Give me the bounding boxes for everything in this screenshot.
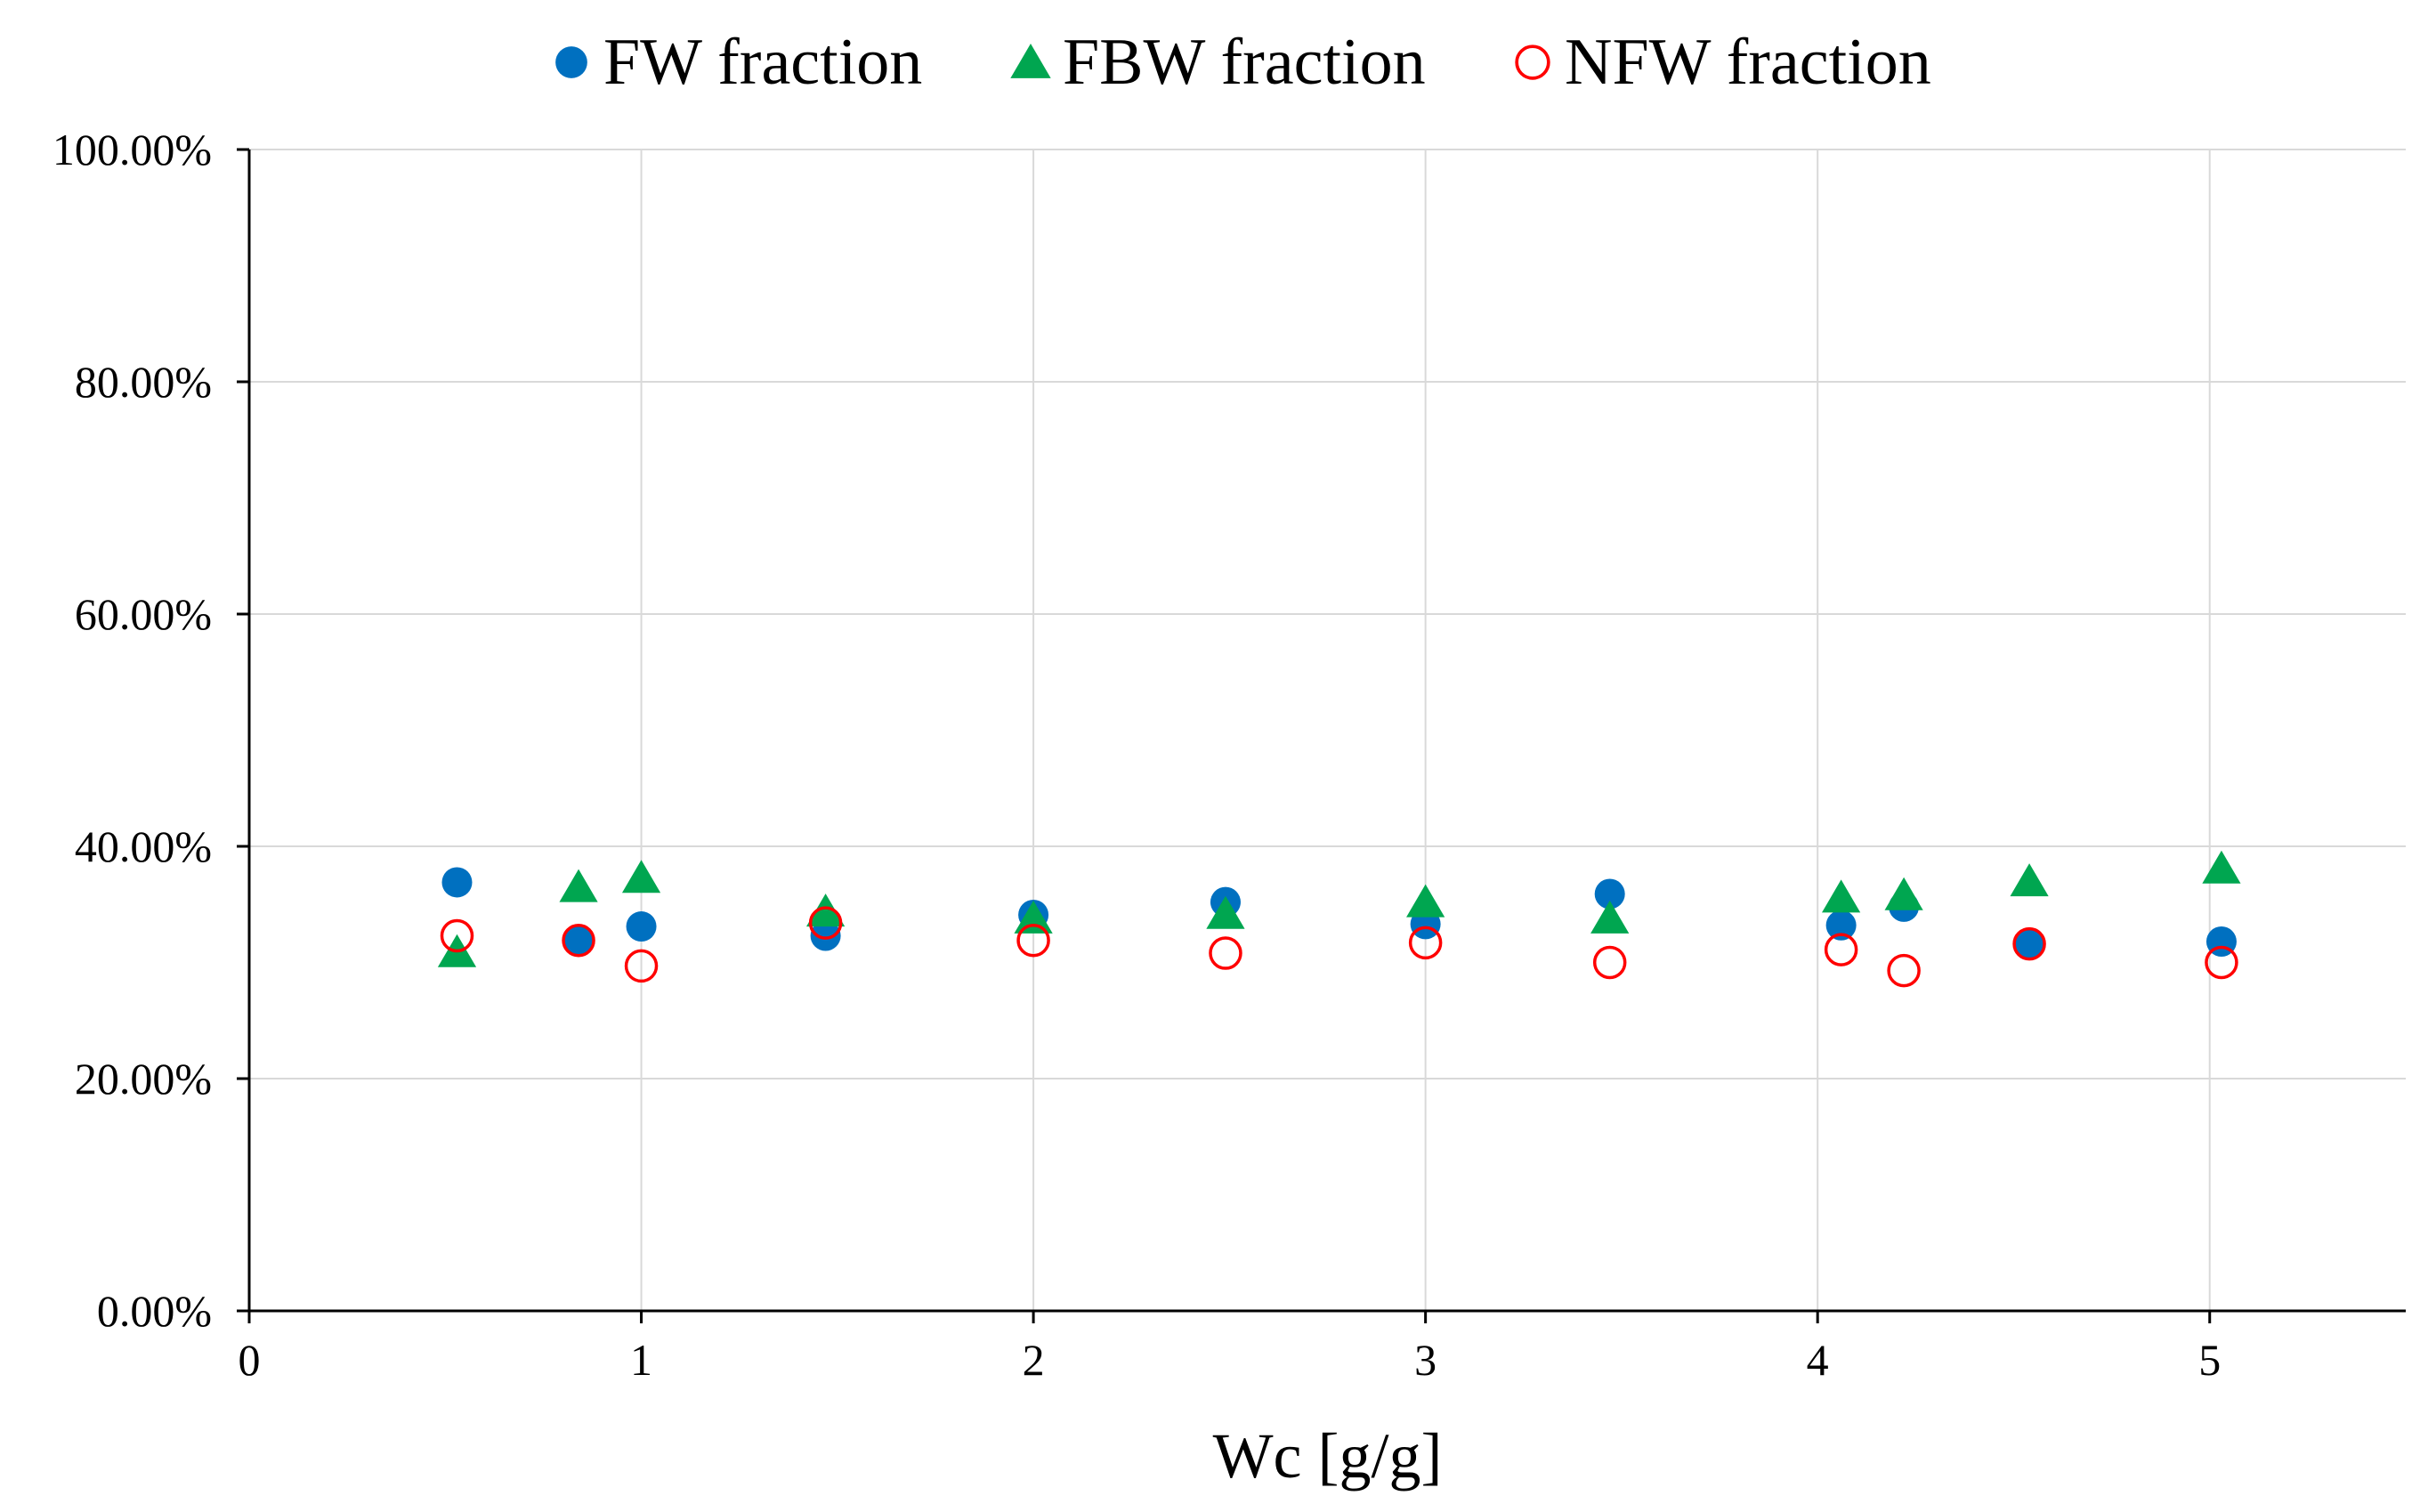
data-point bbox=[808, 906, 843, 940]
data-point bbox=[1406, 884, 1445, 918]
legend: FW fraction FBW fraction NFW fraction bbox=[555, 26, 1931, 99]
y-tick-label: 40.00% bbox=[75, 821, 212, 871]
gridlines bbox=[249, 149, 2406, 1311]
data-point bbox=[441, 867, 473, 898]
data-point bbox=[1408, 926, 1443, 960]
data-point bbox=[1590, 900, 1630, 934]
data-point bbox=[1825, 910, 1857, 941]
series-fw-fraction bbox=[441, 867, 2237, 960]
data-point bbox=[559, 869, 598, 902]
x-tick-label: 5 bbox=[2198, 1335, 2221, 1385]
series-fbw-fraction bbox=[437, 850, 2241, 967]
axes: 0.00% 20.00% 40.00% 60.00% 80.00% 100.00% 0 1 2 3… bbox=[53, 125, 2406, 1385]
data-point bbox=[1206, 895, 1245, 929]
data-point bbox=[624, 949, 659, 983]
y-tick-label: 0.00% bbox=[97, 1286, 212, 1336]
data-point bbox=[1592, 945, 1627, 980]
data-point bbox=[1209, 936, 1242, 970]
x-tick-label: 1 bbox=[630, 1335, 652, 1385]
data-point bbox=[1822, 879, 1861, 913]
y-tick-label: 100.00% bbox=[53, 125, 212, 174]
legend-marker bbox=[555, 46, 587, 78]
series-nfw-fraction bbox=[440, 906, 2238, 988]
data-point bbox=[1014, 900, 1053, 934]
data-point bbox=[2205, 945, 2238, 980]
data-point bbox=[2014, 929, 2045, 960]
y-tick-label: 20.00% bbox=[75, 1054, 212, 1104]
data-point bbox=[563, 926, 595, 958]
legend-label: NFW fraction bbox=[1565, 26, 1931, 99]
x-tick-label: 0 bbox=[239, 1335, 261, 1385]
data-point bbox=[626, 911, 657, 942]
legend-label: FW fraction bbox=[603, 26, 922, 99]
legend-label: FBW fraction bbox=[1063, 26, 1426, 99]
data-point bbox=[2202, 850, 2241, 884]
data-series bbox=[437, 850, 2241, 988]
data-point bbox=[1887, 953, 1921, 988]
x-axis-title: Wc [g/g] bbox=[1213, 1420, 1443, 1492]
x-tick-label: 4 bbox=[1807, 1335, 1829, 1385]
y-tick-label: 60.00% bbox=[75, 589, 212, 639]
data-point bbox=[440, 918, 474, 953]
x-tick-label: 3 bbox=[1414, 1335, 1437, 1385]
data-point bbox=[2010, 863, 2049, 897]
y-tick-label: 80.00% bbox=[75, 357, 212, 407]
legend-marker bbox=[1010, 44, 1051, 78]
data-point bbox=[1016, 923, 1050, 958]
data-point bbox=[562, 923, 595, 958]
legend-marker bbox=[1515, 44, 1550, 80]
legend-item: NFW fraction bbox=[1515, 26, 1931, 99]
legend-item: FW fraction bbox=[555, 26, 922, 99]
data-point bbox=[810, 920, 841, 951]
data-point bbox=[2012, 926, 2046, 961]
data-point bbox=[1824, 933, 1858, 966]
data-point bbox=[621, 860, 661, 893]
data-point bbox=[806, 893, 846, 927]
legend-item: FBW fraction bbox=[1010, 26, 1426, 99]
x-tick-label: 2 bbox=[1023, 1335, 1045, 1385]
data-point bbox=[1594, 878, 1625, 910]
data-point bbox=[1884, 877, 1923, 910]
